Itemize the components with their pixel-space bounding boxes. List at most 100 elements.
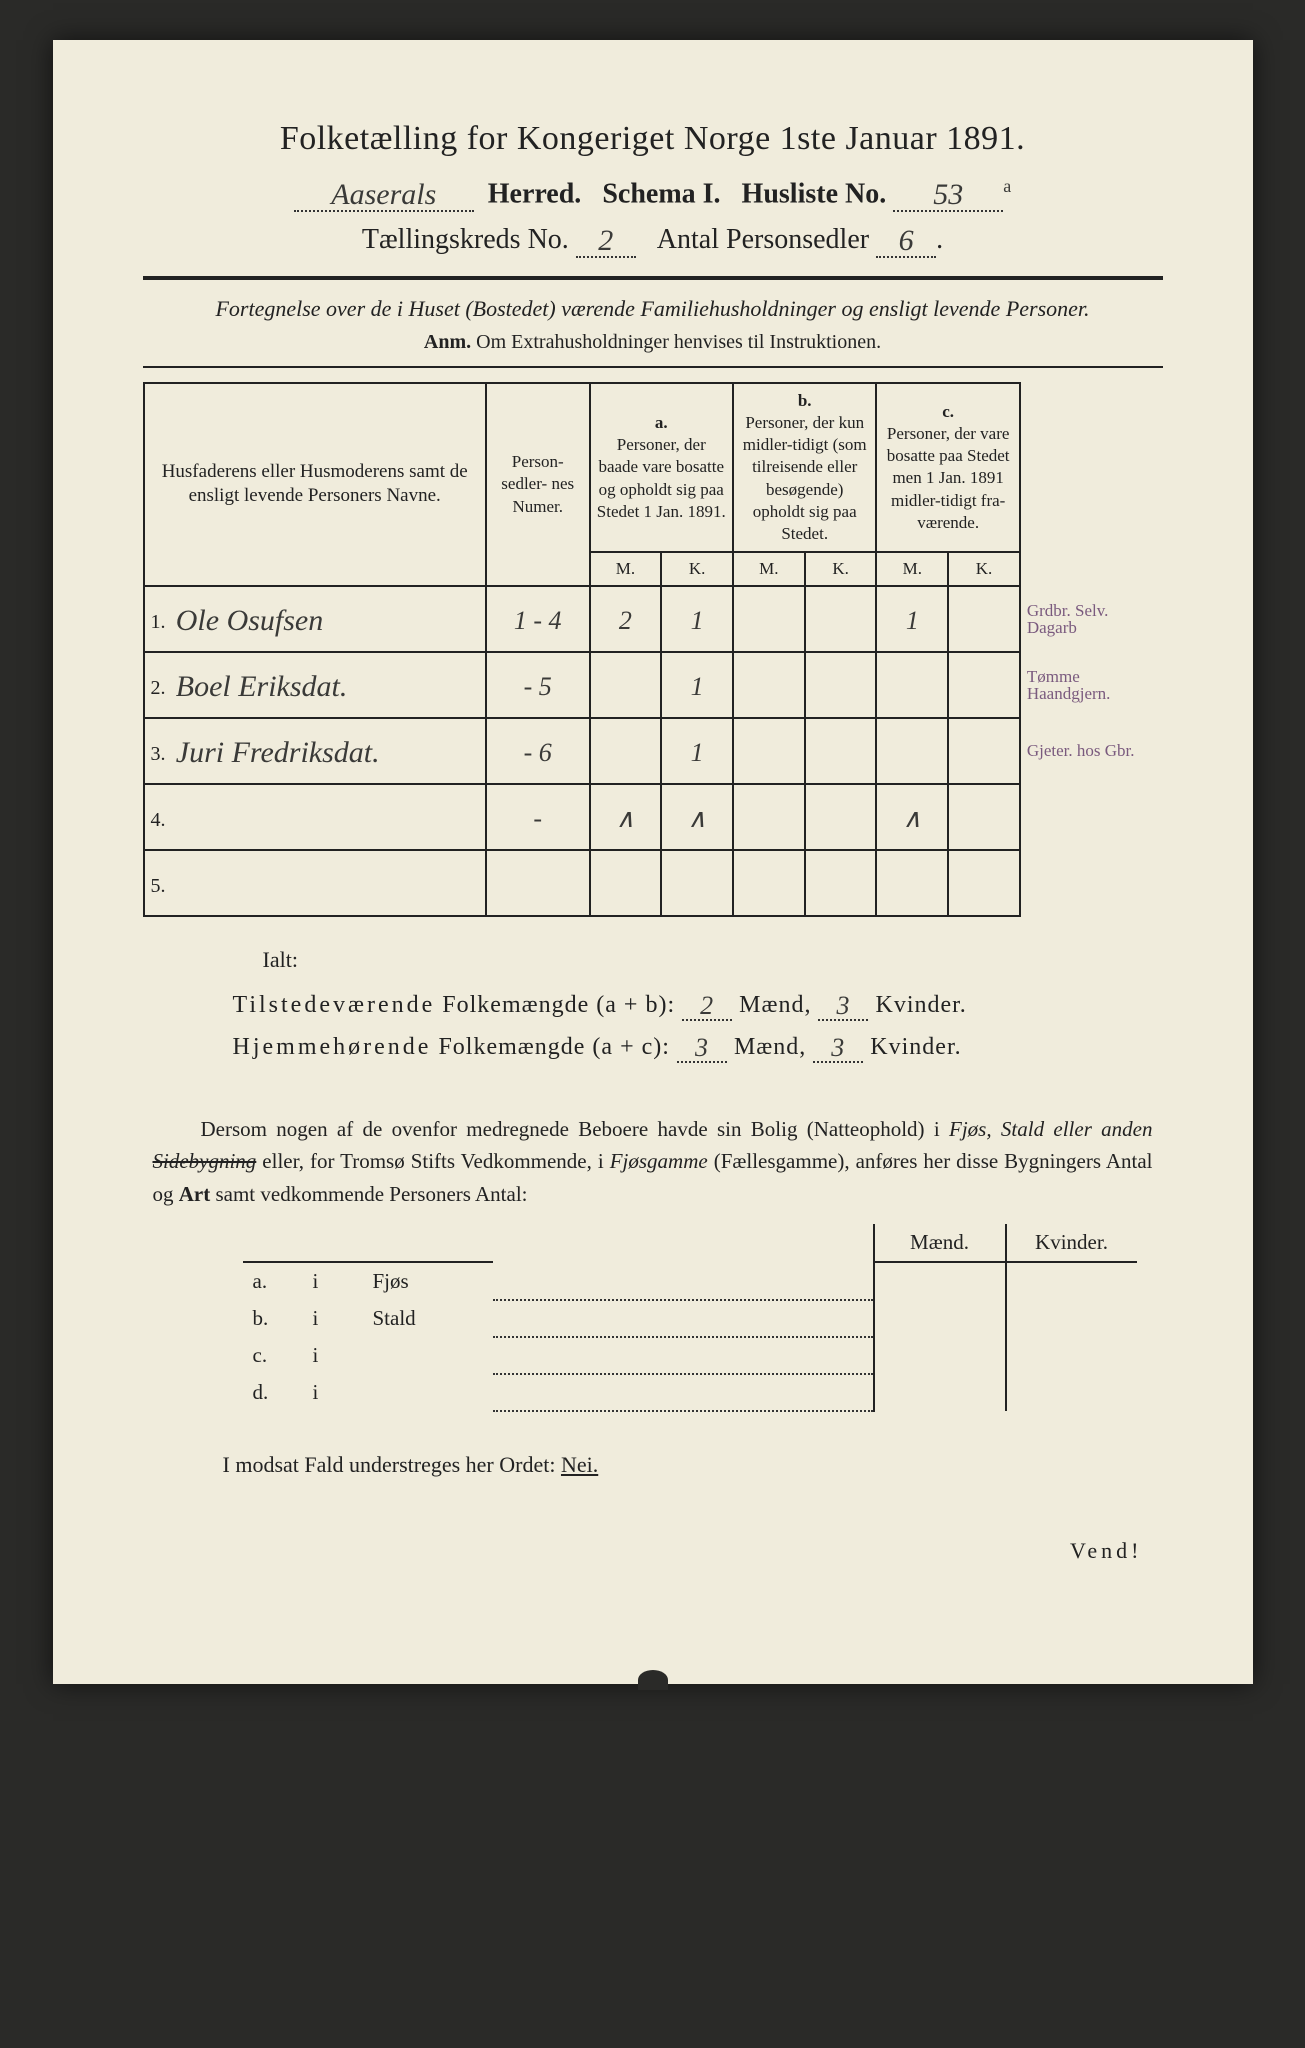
anm-text: Om Extrahusholdninger henvises til Instr… [476,331,881,353]
a-k: 1 [661,718,733,784]
hjemme-m: 3 [677,1031,727,1063]
husliste-label: Husliste No. [742,178,887,209]
table-row: 1. Ole Osufsen1 - 4211Grdbr. Selv. Dagar… [144,586,1163,652]
row-dots [493,1337,874,1374]
antal-label: Antal Personsedler [657,224,869,255]
row-letter: c. [243,1337,303,1374]
husliste-suffix: a [1003,176,1011,196]
a-m: ∧ [590,784,662,850]
col-a-k: K. [661,552,733,586]
row-letter: a. [243,1262,303,1300]
row-k [1006,1337,1137,1374]
c-m [876,652,948,718]
building-row: c.i [243,1337,1137,1374]
census-table: Husfaderens eller Husmoderens samt de en… [143,382,1163,917]
kreds-value: 2 [576,222,636,258]
num-cell [486,850,590,916]
divider [143,366,1163,368]
a-k [661,850,733,916]
row-i: i [303,1300,363,1337]
a-k: 1 [661,652,733,718]
margin-note [1020,850,1163,916]
c-m [876,850,948,916]
col-margin [1020,383,1163,586]
num-cell: - 6 [486,718,590,784]
col-c-m: M. [876,552,948,586]
c-k [948,784,1020,850]
table-row: 5. [144,850,1163,916]
row-dots [493,1300,874,1337]
a-k: ∧ [661,784,733,850]
nei-line: I modsat Fald understreges her Ordet: Ne… [223,1452,1163,1478]
herred-line: Aaserals Herred. Schema I. Husliste No. … [143,176,1163,212]
herred-value: Aaserals [294,176,474,212]
c-k [948,718,1020,784]
name-cell: 2. Boel Eriksdat. [144,652,486,718]
building-row: b.iStald [243,1300,1137,1337]
c-m: 1 [876,586,948,652]
hjemme-k: 3 [813,1031,863,1063]
name-cell: 3. Juri Fredriksdat. [144,718,486,784]
b-k [805,652,877,718]
vend-label: Vend! [143,1538,1143,1564]
b-m [733,718,805,784]
b-m [733,850,805,916]
margin-note: Gjeter. hos Gbr. [1020,718,1163,784]
ialt-line-1: Tilstedeværende Folkemængde (a + b): 2 M… [233,989,1163,1021]
dersom-paragraph: Dersom nogen af de ovenfor medregnede Be… [153,1113,1153,1211]
row-word: Fjøs [363,1262,493,1300]
table-row: 3. Juri Fredriksdat.- 6 1 Gjeter. hos Gbr. [144,718,1163,784]
kreds-line: Tællingskreds No. 2 Antal Personsedler 6… [143,222,1163,258]
b-m [733,586,805,652]
building-row: a.iFjøs [243,1262,1137,1300]
name-cell: 4. [144,784,486,850]
name-cell: 5. [144,850,486,916]
tilstede-m: 2 [682,989,732,1021]
num-cell: - 5 [486,652,590,718]
table-row: 2. Boel Eriksdat.- 5 1 Tømme Haandgjern. [144,652,1163,718]
anm-line: Anm. Om Extrahusholdninger henvises til … [143,331,1163,354]
c-k [948,850,1020,916]
row-dots [493,1374,874,1411]
a-m: 2 [590,586,662,652]
buildings-table: Mænd. Kvinder. a.iFjøsb.iStaldc.id.i [243,1224,1137,1412]
row-k [1006,1262,1137,1300]
nei-word: Nei. [561,1452,598,1477]
row-k [1006,1300,1137,1337]
row-m [874,1374,1006,1411]
row-dots [493,1262,874,1300]
row-word [363,1374,493,1411]
tilstede-k: 3 [818,989,868,1021]
c-k [948,586,1020,652]
margin-note [1020,784,1163,850]
col-b-header: b. Personer, der kun midler-tidigt (som … [733,383,877,552]
num-cell: 1 - 4 [486,586,590,652]
buildings-header: Mænd. Kvinder. [243,1224,1137,1262]
page-title: Folketælling for Kongeriget Norge 1ste J… [143,120,1163,158]
b-m [733,784,805,850]
b-k [805,586,877,652]
kreds-label: Tællingskreds No. [362,224,569,255]
c-k [948,652,1020,718]
col-maend: Mænd. [874,1224,1006,1262]
row-i: i [303,1337,363,1374]
ialt-title: Ialt: [263,947,1163,973]
antal-value: 6 [876,222,936,258]
table-row: 4. -∧∧∧ [144,784,1163,850]
row-word: Stald [363,1300,493,1337]
census-form-page: Folketælling for Kongeriget Norge 1ste J… [53,40,1253,1684]
herred-label: Herred. [488,178,582,209]
col-num-header: Person- sedler- nes Numer. [486,383,590,586]
c-m: ∧ [876,784,948,850]
row-k [1006,1374,1137,1411]
margin-note: Tømme Haandgjern. [1020,652,1163,718]
ialt-line-2: Hjemmehørende Folkemængde (a + c): 3 Mæn… [233,1031,1163,1063]
a-m [590,850,662,916]
row-m [874,1262,1006,1300]
anm-label: Anm. [424,331,471,353]
col-c-header: c. Personer, der vare bosatte paa Stedet… [876,383,1019,552]
row-word [363,1337,493,1374]
b-m [733,652,805,718]
c-m [876,718,948,784]
b-k [805,784,877,850]
